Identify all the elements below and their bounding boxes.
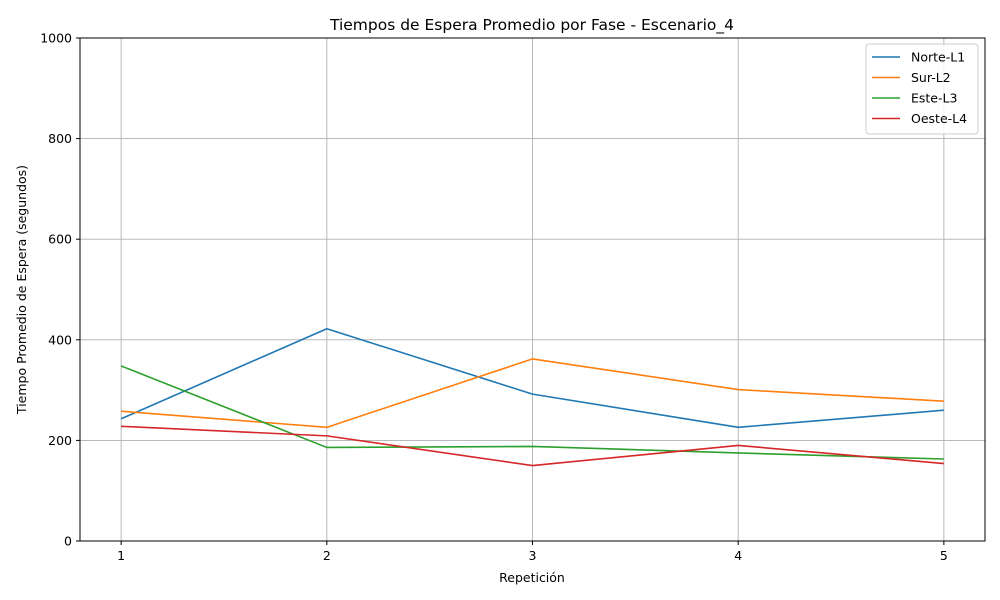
y-tick-label: 400 — [48, 332, 72, 347]
x-tick-label: 2 — [323, 548, 331, 563]
y-axis-ticks: 0 200 400 600 800 1000 — [40, 31, 80, 549]
x-tick-label: 1 — [117, 548, 125, 563]
legend-label-oeste-l4: Oeste-L4 — [911, 111, 967, 126]
legend-label-sur-l2: Sur-L2 — [911, 70, 951, 85]
y-tick-label: 800 — [48, 131, 72, 146]
x-axis-label: Repetición — [499, 570, 565, 585]
series-line-oeste-l4 — [121, 425, 944, 467]
legend-frame — [865, 43, 979, 135]
legend-label-norte-l1: Norte-L1 — [911, 50, 965, 65]
chart-title: Tiempos de Espera Promedio por Fase - Es… — [329, 16, 734, 35]
y-tick-label: 600 — [48, 232, 72, 247]
y-tick-label: 0 — [64, 534, 72, 549]
legend-label-este-l3: Este-L3 — [911, 91, 957, 106]
x-tick-label: 4 — [734, 548, 742, 563]
legend: Norte-L1 Sur-L2 Este-L3 Oeste-L4 — [865, 43, 979, 135]
x-tick-label: 5 — [940, 548, 948, 563]
series-line-norte-l1 — [120, 327, 944, 429]
y-tick-label: 200 — [48, 433, 72, 448]
x-axis-ticks: 1 2 3 4 5 — [117, 541, 948, 563]
series-lines — [120, 327, 944, 467]
y-axis-label: Tiempo Promedio de Espera (segundos) — [14, 165, 29, 415]
y-tick-label: 1000 — [40, 31, 72, 46]
series-line-este-l3 — [120, 365, 944, 460]
x-tick-label: 3 — [529, 548, 537, 563]
series-line-sur-l2 — [121, 358, 944, 429]
